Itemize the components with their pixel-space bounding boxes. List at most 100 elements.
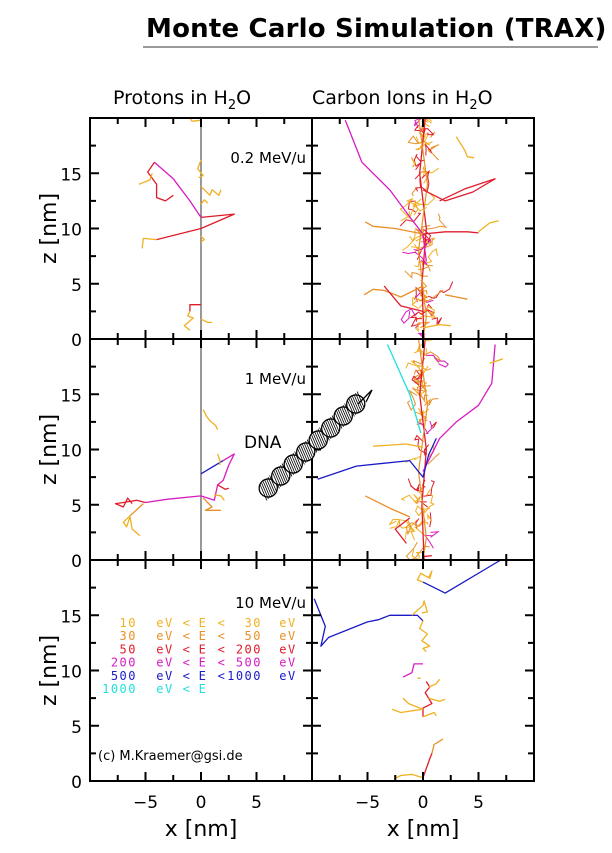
legend-entry-text: < bbox=[183, 682, 192, 696]
legend-entry-text: 500 bbox=[236, 656, 262, 670]
delta-ray-track bbox=[383, 285, 424, 313]
delta-ray-track bbox=[422, 711, 437, 718]
delta-ray-track bbox=[407, 200, 417, 213]
column-title-1: Carbon Ions in H2O bbox=[312, 87, 493, 113]
delta-ray-track bbox=[405, 362, 421, 369]
legend-entry-text: eV bbox=[279, 629, 296, 643]
delta-ray-track bbox=[200, 186, 222, 196]
delta-ray-track bbox=[427, 144, 440, 161]
dna-hatch bbox=[314, 431, 322, 449]
energy-legend: 10 eV < E <30 eV 30 eV < E <50 eV 50 eV < E <200 eV 200 eV <… bbox=[102, 616, 296, 696]
delta-ray-track bbox=[419, 306, 435, 315]
delta-ray-track bbox=[422, 344, 496, 472]
dna-hatch bbox=[261, 483, 269, 500]
dna-hatch bbox=[273, 471, 282, 488]
delta-ray-track bbox=[489, 358, 504, 364]
delta-ray-track bbox=[419, 620, 431, 653]
delta-ray-track bbox=[411, 186, 418, 197]
legend-entry-text: < bbox=[183, 642, 192, 656]
legend-entry-text: < bbox=[218, 642, 227, 656]
legend-entry-text: 30 bbox=[120, 629, 137, 643]
delta-ray-track bbox=[389, 519, 415, 541]
legend-entry-text: < bbox=[183, 669, 192, 683]
x-tick-label: −5 bbox=[133, 793, 158, 813]
legend-entry-text: E bbox=[199, 642, 208, 656]
delta-ray-track bbox=[404, 525, 416, 540]
delta-ray-track bbox=[405, 455, 421, 464]
delta-ray-track bbox=[391, 708, 424, 714]
legend-entry-text: 1000 bbox=[102, 682, 137, 696]
legend-entry-text: < bbox=[218, 629, 227, 643]
dna-hatch bbox=[323, 423, 332, 440]
legend-entry-text: E bbox=[199, 656, 208, 670]
delta-ray-track bbox=[422, 231, 479, 235]
dna-hatch bbox=[327, 419, 335, 437]
y-tick-label: 15 bbox=[60, 607, 82, 627]
dna-hatch bbox=[334, 412, 343, 429]
column-title-0: Protons in H2O bbox=[113, 87, 251, 113]
delta-ray-track bbox=[417, 117, 429, 340]
legend-entry-text: eV bbox=[156, 669, 173, 683]
dna-helix-illustration: DNA bbox=[244, 389, 373, 501]
delta-ray-track bbox=[410, 156, 416, 168]
delta-ray-track bbox=[418, 420, 433, 434]
dna-segment bbox=[321, 415, 341, 441]
legend-entry-text: 10 bbox=[120, 616, 137, 630]
dna-hatch bbox=[316, 430, 324, 447]
delta-ray-track bbox=[129, 503, 144, 517]
dna-hatch bbox=[289, 455, 297, 473]
dna-hatch bbox=[300, 445, 308, 462]
title-underline bbox=[143, 46, 598, 48]
energy-label: 1 MeV/u bbox=[245, 370, 306, 388]
delta-ray-track bbox=[424, 502, 435, 515]
delta-ray-track bbox=[411, 297, 424, 310]
column-titles: Protons in H2O Carbon Ions in H2O bbox=[113, 87, 493, 113]
dna-hatch bbox=[298, 447, 307, 464]
delta-ray-track bbox=[410, 246, 420, 254]
delta-ray-track bbox=[373, 443, 424, 448]
y-tick-label: 0 bbox=[71, 331, 82, 351]
dna-hatch bbox=[330, 416, 338, 433]
legend-entry-text: eV bbox=[156, 682, 173, 696]
dna-hatch bbox=[267, 476, 276, 493]
panel-r1-c1 bbox=[311, 338, 535, 561]
legend-entry-text: 200 bbox=[236, 642, 262, 656]
delta-ray-track bbox=[415, 505, 431, 517]
delta-ray-track bbox=[455, 136, 475, 159]
y-tick-label: 15 bbox=[60, 386, 82, 406]
delta-ray-track bbox=[122, 515, 141, 537]
column-title-main: Carbon Ions in H bbox=[312, 87, 469, 109]
delta-ray-track bbox=[363, 285, 424, 298]
delta-ray-track bbox=[156, 213, 235, 241]
dna-hatch bbox=[342, 404, 351, 421]
delta-ray-track bbox=[423, 128, 435, 136]
y-tick-label: 5 bbox=[71, 718, 82, 738]
dna-hatch bbox=[356, 391, 365, 408]
dna-hatch bbox=[348, 399, 357, 416]
delta-ray-track bbox=[200, 235, 205, 243]
delta-ray-track bbox=[141, 237, 157, 249]
y-axis-label: z [nm] bbox=[37, 193, 62, 264]
x-axis-label: x [nm] bbox=[387, 817, 460, 842]
dna-hatch bbox=[325, 421, 333, 438]
legend-entry-text: E bbox=[199, 616, 208, 630]
delta-ray-track bbox=[427, 452, 440, 465]
dna-hatch bbox=[284, 460, 293, 477]
delta-ray-track bbox=[313, 598, 424, 647]
panel-r0-c1 bbox=[311, 117, 535, 340]
panel-r0-c0: 0.2 MeV/u bbox=[89, 117, 313, 340]
delta-ray-track bbox=[422, 559, 502, 594]
delta-ray-track bbox=[402, 663, 423, 678]
x-tick-label: 0 bbox=[196, 793, 207, 813]
page-title: Monte Carlo Simulation (TRAX) bbox=[146, 14, 607, 44]
delta-ray-track bbox=[424, 531, 440, 549]
dna-hatch bbox=[331, 415, 340, 432]
dna-hatch bbox=[262, 481, 271, 498]
delta-ray-track bbox=[420, 166, 425, 174]
x-tick-label: 0 bbox=[418, 793, 429, 813]
delta-ray-track bbox=[405, 542, 430, 561]
dna-hatch bbox=[319, 427, 327, 444]
delta-ray-track bbox=[153, 161, 202, 218]
delta-ray-track bbox=[422, 753, 433, 778]
delta-ray-track bbox=[413, 378, 424, 382]
